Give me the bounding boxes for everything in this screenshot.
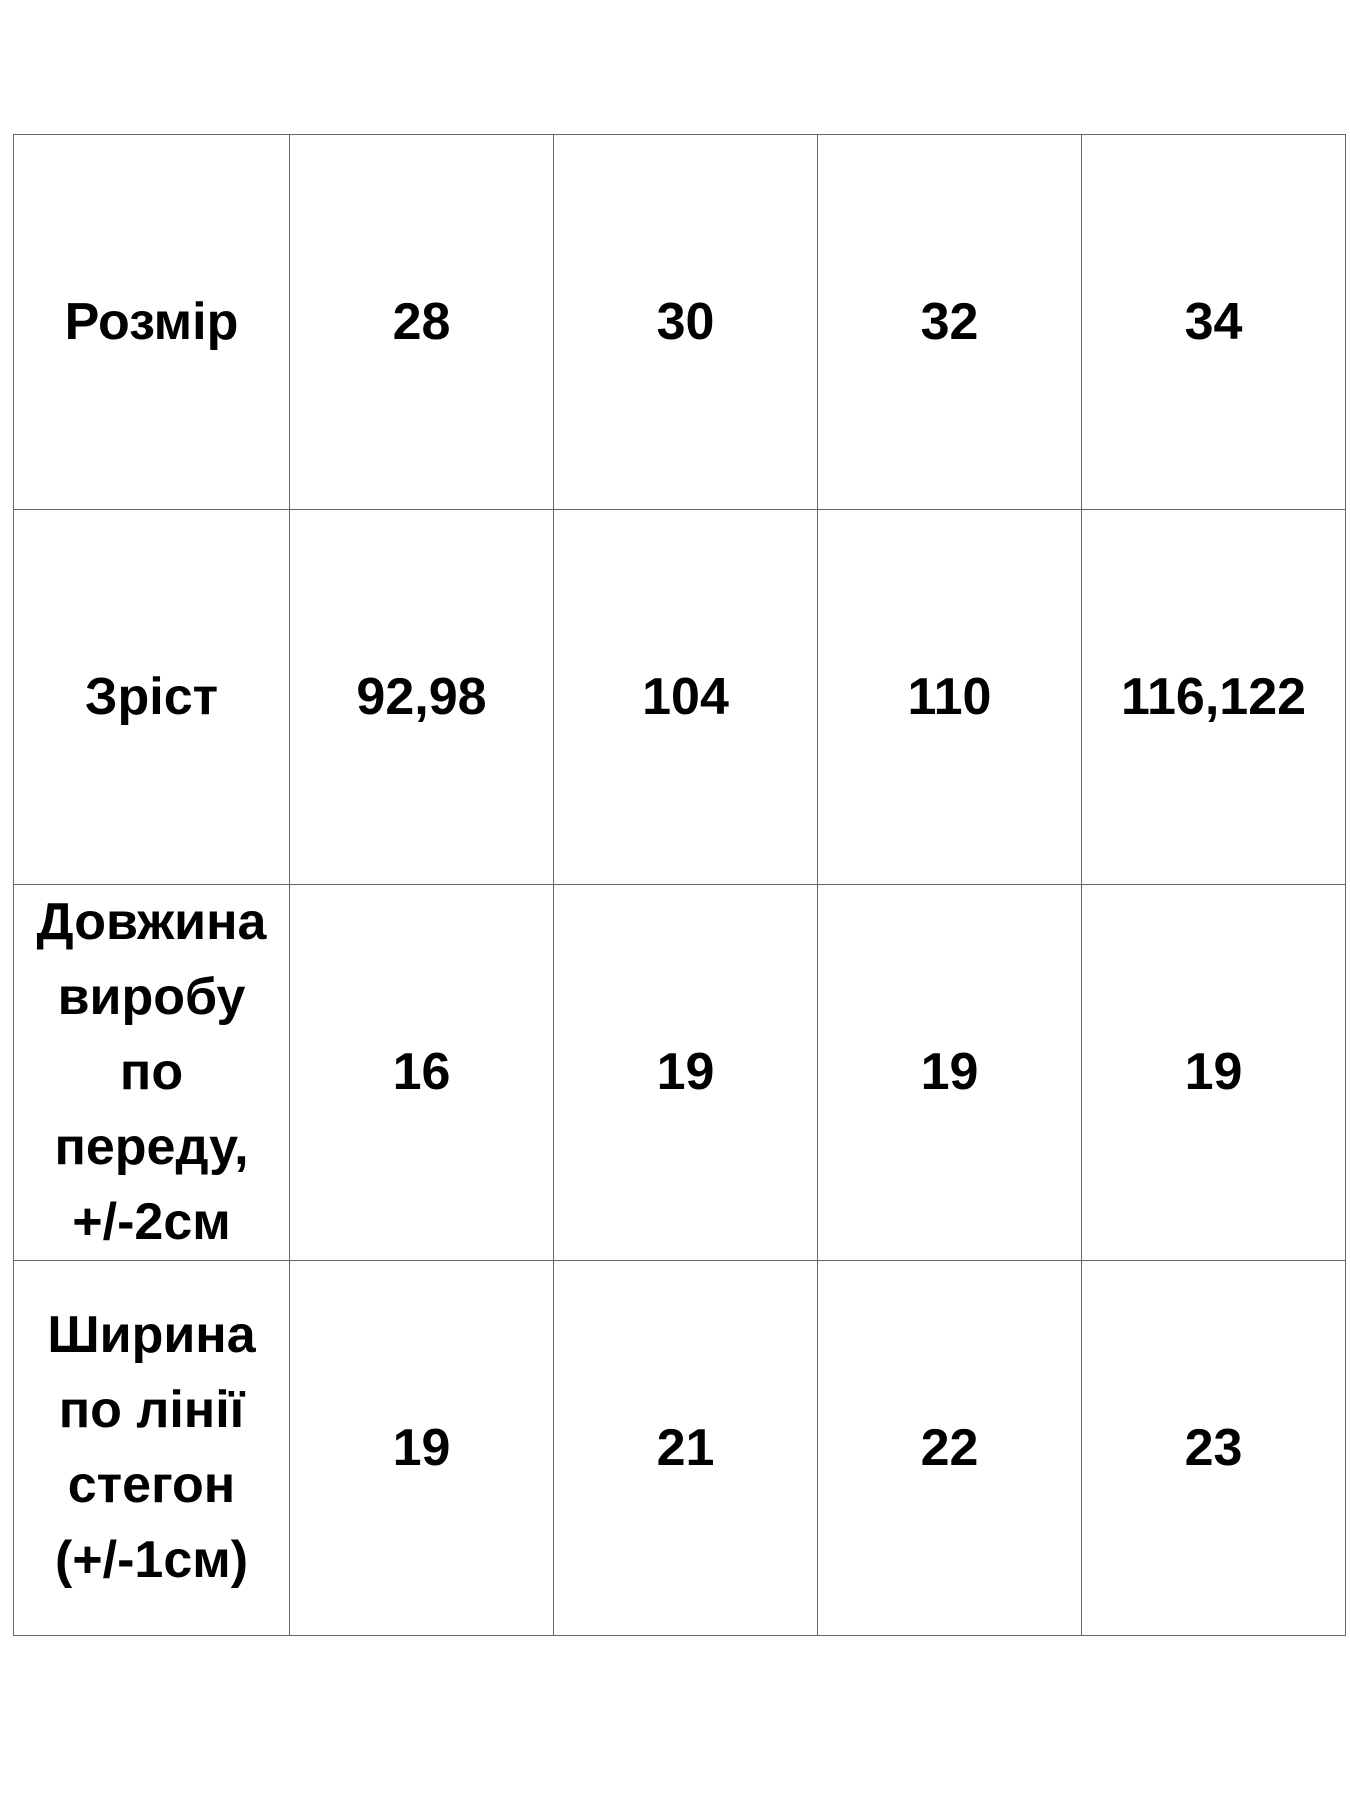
table-cell: 28	[289, 134, 554, 510]
row-header: Ширина по лінії стегон (+/-1см)	[13, 1260, 290, 1636]
row-header: Розмір	[13, 134, 290, 510]
table-cell: 19	[817, 884, 1082, 1261]
table-cell: 19	[289, 1260, 554, 1636]
table-cell: 21	[553, 1260, 818, 1636]
table-cell: 19	[553, 884, 818, 1261]
size-chart-table: Розмір 28 30 32 34 Зріст 92,98 104 110 116,122 Дов…	[13, 134, 1346, 1636]
table-cell: 23	[1081, 1260, 1346, 1636]
table-cell: 22	[817, 1260, 1082, 1636]
row-header: Зріст	[13, 509, 290, 885]
row-header: Довжина виробу по переду, +/-2см	[13, 884, 290, 1261]
table-row: Ширина по лінії стегон (+/-1см) 19 21 22 23	[13, 1260, 1346, 1636]
table-cell: 19	[1081, 884, 1346, 1261]
table-cell: 34	[1081, 134, 1346, 510]
table-cell: 116,122	[1081, 509, 1346, 885]
table-row: Довжина виробу по переду, +/-2см 16 19 19 19	[13, 884, 1346, 1261]
table-cell: 104	[553, 509, 818, 885]
table-cell: 110	[817, 509, 1082, 885]
table-row: Розмір 28 30 32 34	[13, 134, 1346, 510]
table-cell: 32	[817, 134, 1082, 510]
table-cell: 30	[553, 134, 818, 510]
table-row: Зріст 92,98 104 110 116,122	[13, 509, 1346, 885]
table-cell: 16	[289, 884, 554, 1261]
table-cell: 92,98	[289, 509, 554, 885]
